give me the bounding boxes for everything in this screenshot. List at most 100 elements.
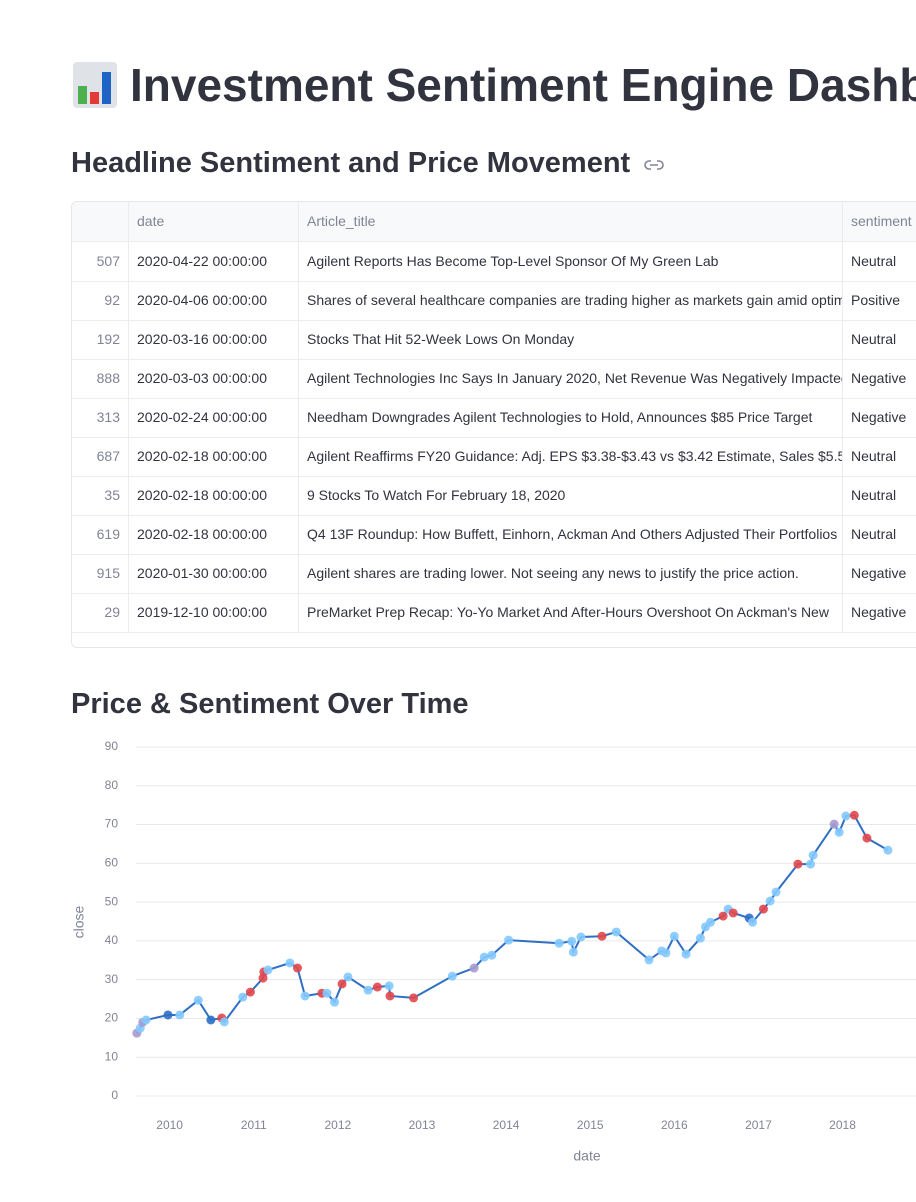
table-row: 619 2020-02-18 00:00:00 Q4 13F Roundup: Ho… xyxy=(72,515,916,555)
sentiment-point xyxy=(705,917,715,927)
sentiment-point xyxy=(385,991,395,1001)
y-tick-label: 90 xyxy=(105,739,119,753)
table-cell: 2020-04-06 00:00:00 xyxy=(129,281,299,320)
data-table[interactable]: date Article_title sentiment 507 2020-04-22 … xyxy=(71,201,916,648)
sentiment-point xyxy=(504,935,514,945)
table-cell: Shares of several healthcare companies a… xyxy=(299,281,843,320)
link-icon[interactable] xyxy=(644,158,665,172)
sentiment-point xyxy=(447,971,457,981)
sentiment-point xyxy=(322,988,332,998)
y-axis-label: close xyxy=(71,905,87,938)
sentiment-point xyxy=(748,917,758,927)
header-cell: Article_title xyxy=(299,202,843,241)
table-cell: Agilent Technologies Inc Says In January… xyxy=(299,359,843,398)
sentiment-point xyxy=(487,950,497,960)
row-index: 92 xyxy=(72,281,129,320)
table-cell: PreMarket Prep Recap: Yo-Yo Market And A… xyxy=(299,593,843,632)
x-tick-label: 2013 xyxy=(409,1118,436,1132)
y-tick-label: 70 xyxy=(105,817,119,831)
x-tick-label: 2014 xyxy=(493,1118,520,1132)
sentiment-point xyxy=(765,896,775,906)
table-row: 192 2020-03-16 00:00:00 Stocks That Hit 52… xyxy=(72,320,916,360)
x-tick-label: 2012 xyxy=(325,1118,352,1132)
table-cell: 2020-02-18 00:00:00 xyxy=(129,476,299,515)
sentiment-point xyxy=(238,992,248,1002)
table-cell: Negative xyxy=(843,554,916,593)
header-row: date Article_title sentiment xyxy=(72,202,916,242)
table-row: 507 2020-04-22 00:00:00 Agilent Reports Ha… xyxy=(72,242,916,282)
table-cell: Neutral xyxy=(843,242,916,281)
row-index: 29 xyxy=(72,593,129,632)
sentiment-point xyxy=(263,965,273,975)
table-cell: 2020-03-16 00:00:00 xyxy=(129,320,299,359)
y-tick-label: 50 xyxy=(105,894,119,908)
table-cell: Neutral xyxy=(843,515,916,554)
sentiment-point xyxy=(372,982,382,992)
table-cell: Negative xyxy=(843,359,916,398)
row-index: 687 xyxy=(72,437,129,476)
sentiment-point xyxy=(163,1010,173,1020)
sentiment-point xyxy=(644,955,654,965)
sentiment-point xyxy=(669,931,679,941)
table-cell: Neutral xyxy=(843,476,916,515)
table-cell: Neutral xyxy=(843,320,916,359)
row-index: 192 xyxy=(72,320,129,359)
y-tick-label: 20 xyxy=(105,1011,119,1025)
y-tick-label: 80 xyxy=(105,778,119,792)
table-cell: Agilent Reaffirms FY20 Guidance: Adj. EP… xyxy=(299,437,843,476)
table-row: 313 2020-02-24 00:00:00 Needham Downgrades… xyxy=(72,398,916,438)
y-tick-label: 40 xyxy=(105,933,119,947)
chart: date close 0 10 20 30 40 50 60 70 80 90 2010 2011 20… xyxy=(71,739,916,1164)
price-line xyxy=(136,814,889,1034)
sentiment-point xyxy=(695,933,705,943)
sentiment-point xyxy=(337,979,347,989)
sentiment-point xyxy=(343,972,353,982)
sentiment-point xyxy=(469,963,479,973)
sentiment-point xyxy=(829,819,839,829)
table-cell: Agilent shares are trading lower. Not se… xyxy=(299,554,843,593)
sentiment-point xyxy=(384,981,394,991)
table-row: 92 2020-04-06 00:00:00 Shares of several h… xyxy=(72,281,916,321)
table-cell: Positive xyxy=(843,281,916,320)
sentiment-point xyxy=(862,833,872,843)
table-cell: 9 Stocks To Watch For February 18, 2020 xyxy=(299,476,843,515)
table-cell: Neutral xyxy=(843,437,916,476)
section-title: Headline Sentiment and Price Movement xyxy=(71,147,665,180)
table-row: 687 2020-02-18 00:00:00 Agilent Reaffirms … xyxy=(72,437,916,477)
table-row: 915 2020-01-30 00:00:00 Agilent shares are… xyxy=(72,554,916,594)
sentiment-point xyxy=(206,1015,216,1025)
sentiment-point xyxy=(568,947,578,957)
y-tick-label: 30 xyxy=(105,972,119,986)
table-cell: Agilent Reports Has Become Top-Level Spo… xyxy=(299,242,843,281)
sentiment-point xyxy=(300,991,310,1001)
sentiment-point xyxy=(718,911,728,921)
sentiment-point xyxy=(728,908,738,918)
sentiment-point xyxy=(285,958,295,968)
sentiment-point xyxy=(883,845,893,855)
table-row: 29 2019-12-10 00:00:00 PreMarket Prep Reca… xyxy=(72,593,916,633)
header-cell: sentiment xyxy=(843,202,916,241)
table-cell: 2019-12-10 00:00:00 xyxy=(129,593,299,632)
y-tick-label: 10 xyxy=(105,1049,119,1063)
chart-icon xyxy=(73,62,117,108)
x-tick-label: 2016 xyxy=(661,1118,688,1132)
y-tick-label: 0 xyxy=(111,1088,118,1102)
sentiment-point xyxy=(330,997,340,1007)
sentiment-point xyxy=(793,859,803,869)
sentiment-point xyxy=(141,1015,151,1025)
x-tick-label: 2017 xyxy=(745,1118,772,1132)
sentiment-point xyxy=(849,810,859,820)
sentiment-point xyxy=(567,936,577,946)
sentiment-point xyxy=(841,811,851,821)
table-cell: 2020-01-30 00:00:00 xyxy=(129,554,299,593)
table-cell: Negative xyxy=(843,398,916,437)
table-cell: 2020-02-18 00:00:00 xyxy=(129,515,299,554)
x-tick-label: 2010 xyxy=(156,1118,183,1132)
sentiment-point xyxy=(409,993,419,1003)
header-cell xyxy=(72,202,129,241)
x-tick-label: 2011 xyxy=(241,1118,267,1132)
table-cell: 2020-02-24 00:00:00 xyxy=(129,398,299,437)
row-index: 35 xyxy=(72,476,129,515)
sentiment-point xyxy=(771,887,781,897)
